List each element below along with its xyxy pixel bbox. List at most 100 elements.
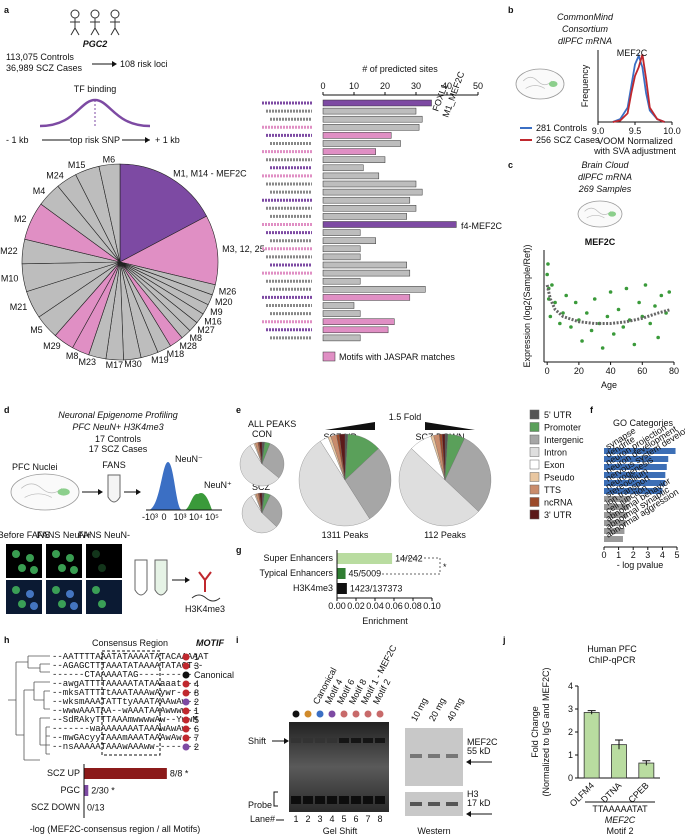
bar (604, 520, 626, 526)
point (546, 262, 550, 266)
bar (322, 310, 361, 317)
person-body (110, 18, 120, 36)
lane-number: 3 (317, 814, 322, 824)
point (573, 300, 578, 305)
panel-title: 269 Samples (578, 184, 632, 194)
lane-number: 7 (365, 814, 370, 824)
legend-swatch (529, 509, 540, 520)
x-tick-label: 0.06 (385, 601, 403, 611)
bar (84, 785, 89, 796)
nucleus (52, 550, 60, 558)
point (561, 311, 565, 315)
point (600, 346, 605, 350)
category-label: SCZ DOWN (31, 802, 80, 812)
legend-label: Motifs with JASPAR matches (339, 352, 455, 362)
y-tick-label: 1 (568, 750, 573, 760)
slice-label: M26 (219, 286, 237, 296)
label: 10⁵ (205, 512, 219, 522)
pie-slice (444, 438, 492, 512)
label: FANS NeuN+ (37, 530, 91, 540)
pie-slice (344, 448, 392, 520)
person-head (70, 9, 80, 19)
lane-dot (304, 710, 312, 718)
nucleus (18, 564, 26, 572)
lane-dot (364, 710, 372, 718)
gel-band (363, 738, 373, 743)
bar (322, 229, 361, 236)
x-tick-label: 60 (637, 366, 647, 376)
lane-dot (316, 710, 324, 718)
panel-title: Consortium (562, 24, 609, 34)
nucleus (92, 550, 100, 558)
gel-band (291, 738, 301, 743)
slice-label: M23 (79, 357, 97, 367)
x-tick-label: 50 (473, 81, 483, 91)
gel-band (363, 796, 373, 804)
lane-number: 2 (305, 814, 310, 824)
point (553, 300, 557, 305)
bar (337, 568, 346, 579)
bar (322, 156, 386, 163)
slice-label: M18 (167, 349, 185, 359)
slice-label: M16 (204, 316, 222, 326)
nucleus (26, 554, 34, 562)
y-tick-label: 4 (568, 681, 573, 691)
x-tick-label: 20 (380, 81, 390, 91)
axis-title: Age (601, 380, 617, 390)
pie-slice (259, 441, 263, 465)
panel-title: ChIP-qPCR (588, 655, 636, 665)
label: 1.5 Fold (389, 412, 422, 422)
point (564, 293, 568, 298)
label: MEF2C (467, 737, 498, 747)
label: TF binding (74, 84, 117, 94)
sequence: -------waAAAAAAATAAAwAwAw-- (52, 724, 198, 734)
slice-label: M28 (179, 341, 197, 351)
point (605, 314, 610, 319)
pie-slice (339, 433, 346, 481)
lane-number: 6 (353, 814, 358, 824)
legend-swatch (529, 409, 540, 420)
x-tick-label: 3 (645, 550, 650, 560)
legend-swatch (529, 422, 540, 432)
probe-bracket (273, 791, 278, 807)
panel-title: CommonMind (557, 12, 614, 22)
panel-title: dlPFC mRNA (558, 36, 612, 46)
nucleus (52, 586, 60, 594)
slice-label: M8 (189, 333, 202, 343)
error-bar (615, 739, 623, 750)
label: 10³ (173, 512, 186, 522)
flow-histogram (184, 492, 212, 510)
slice-label: M6 (103, 155, 116, 165)
point (558, 321, 562, 326)
motif-label: 2 (194, 697, 199, 707)
bar (604, 448, 676, 454)
nucleus (70, 602, 78, 610)
amount-label: 40 mg (445, 696, 466, 723)
x-tick-label: 80 (669, 366, 679, 376)
label: PFC Nuclei (12, 462, 58, 472)
label: - 1 kb (6, 135, 29, 145)
label: FANS (102, 460, 126, 470)
bar (322, 294, 411, 301)
label: Western (417, 826, 450, 836)
axis-title: (Normalized to IgG and MEF2C) (541, 667, 551, 796)
slice-label: M20 (215, 297, 233, 307)
legend-label: 5' UTR (544, 410, 572, 420)
pie-slice (239, 445, 280, 487)
sequence: --wksmAAATATTtyAAATAAAwAw-- (52, 697, 198, 707)
label: 108 risk loci (120, 59, 168, 69)
pie-slice (119, 163, 207, 263)
bar (583, 712, 600, 779)
point (653, 304, 657, 308)
gel-band (375, 796, 385, 804)
panel-label: a (4, 5, 10, 15)
bar (337, 583, 347, 594)
legend-label: Intergenic (544, 435, 584, 445)
point (643, 283, 648, 287)
person-head (90, 9, 100, 19)
point (611, 332, 616, 336)
motif-label: 7 (194, 733, 199, 743)
bar (322, 277, 361, 285)
nucleus (92, 586, 100, 594)
category-label: Super Enhancers (263, 553, 333, 563)
